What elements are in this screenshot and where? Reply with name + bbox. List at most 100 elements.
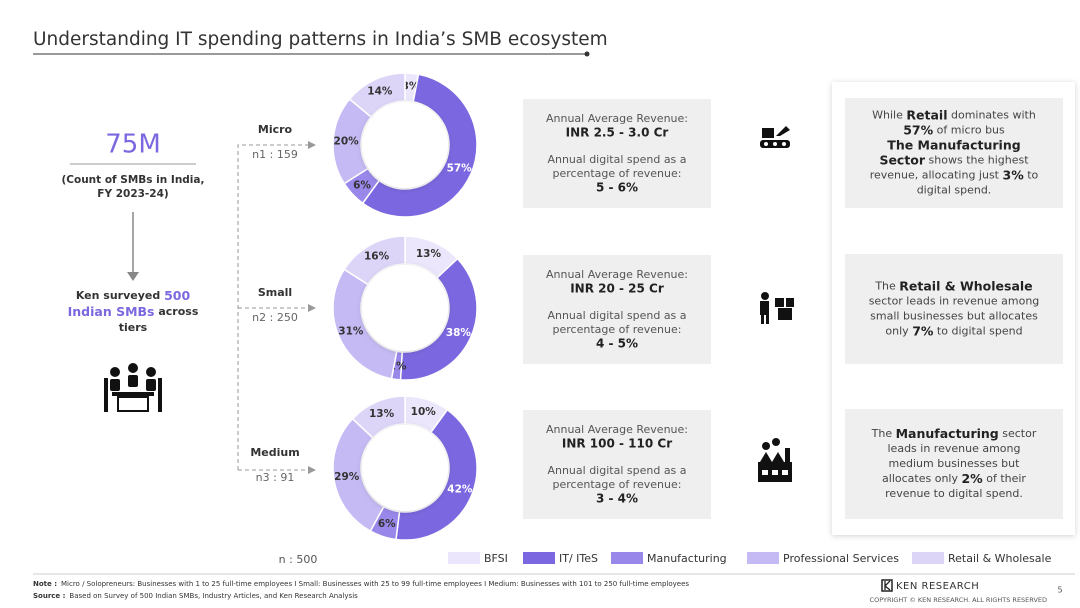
insight-box xyxy=(845,409,1063,519)
legend-label: Retail & Wholesale xyxy=(948,552,1052,565)
insight-box xyxy=(845,254,1063,364)
text-line: leads in revenue among xyxy=(888,442,1021,455)
donut-segment xyxy=(395,408,478,541)
segment-label: 20% xyxy=(334,135,360,147)
segment-label: 6% xyxy=(353,179,371,191)
text-part: shows the highest xyxy=(925,154,1029,167)
note-text: Micro / Solopreneurs: Businesses with 1 … xyxy=(61,580,689,588)
brand: KEN RESEARCH xyxy=(896,581,979,592)
segment-label: 14% xyxy=(367,86,393,98)
donut-segment xyxy=(399,257,478,381)
copyright: COPYRIGHT © KEN RESEARCH. ALL RIGHTS RES… xyxy=(870,596,1047,604)
donut-segment xyxy=(343,235,406,286)
legend-swatch xyxy=(448,552,480,564)
text-part: sector xyxy=(999,427,1037,440)
donut-segment xyxy=(348,72,406,119)
segment-label: 57% xyxy=(447,162,473,174)
text-part: revenue, allocating just xyxy=(870,169,1003,182)
donut-hole xyxy=(362,102,448,188)
insight-box xyxy=(845,98,1063,208)
source-label: Source : xyxy=(33,592,66,600)
donut-hole xyxy=(362,265,448,351)
text-emphasis: Manufacturing xyxy=(896,426,999,441)
segment-label: 13% xyxy=(369,408,395,420)
text-emphasis: 7% xyxy=(912,323,934,338)
text-line: Indian SMBs across xyxy=(68,304,199,319)
text-line: 57% of micro bus xyxy=(903,122,1005,137)
text-line: While Retail dominates with xyxy=(872,107,1036,122)
total-caption: FY 2023-24) xyxy=(97,188,168,200)
text-line: allocates only 2% of their xyxy=(882,471,1026,486)
tier-sample: n3 : 91 xyxy=(256,471,295,484)
brand-logo xyxy=(881,579,893,592)
text-emphasis: 500 xyxy=(164,288,190,303)
text-part: of micro bus xyxy=(933,124,1005,137)
text-part: The xyxy=(871,427,896,440)
page-number: 5 xyxy=(1057,586,1062,595)
text-line: revenue to digital spend. xyxy=(885,487,1023,500)
tier-name: Medium xyxy=(250,446,299,459)
revenue-box xyxy=(523,255,711,364)
text-emphasis: Sector xyxy=(879,152,925,167)
text-part: small businesses but allocates xyxy=(870,310,1038,323)
tier-name: Micro xyxy=(258,123,293,136)
revenue-label: Annual Average Revenue: xyxy=(546,268,688,281)
revenue-label: Annual Average Revenue: xyxy=(546,423,688,436)
note-label: Note : xyxy=(33,580,57,588)
text-part: tiers xyxy=(119,321,148,334)
text-line: Sector shows the highest xyxy=(879,152,1029,167)
segment-label: 6% xyxy=(378,518,396,530)
connector-arrows xyxy=(308,141,316,474)
spend-label: Annual digital spend as a xyxy=(547,153,686,166)
legend-swatch xyxy=(611,552,643,564)
revenue-box xyxy=(523,99,711,208)
spend-label: percentage of revenue: xyxy=(553,478,682,491)
spend-label: Annual digital spend as a xyxy=(547,309,686,322)
legend-swatch xyxy=(523,552,555,564)
text-part: sector leads in revenue among xyxy=(869,295,1040,308)
segment-label: 10% xyxy=(411,406,437,418)
text-part: of their xyxy=(983,472,1027,485)
total-sample: n : 500 xyxy=(279,553,318,566)
legend-label: Professional Services xyxy=(783,552,899,565)
revenue-value: INR 2.5 - 3.0 Cr xyxy=(566,126,669,140)
spend-value: 4 - 5% xyxy=(596,337,638,351)
text-emphasis: The Manufacturing xyxy=(887,137,1020,152)
legend-label: IT/ ITeS xyxy=(559,552,598,565)
segment-label: 31% xyxy=(338,325,364,337)
tier-sample: n1 : 159 xyxy=(252,148,298,161)
legend-swatch xyxy=(747,552,779,564)
text-part: digital spend. xyxy=(917,184,992,197)
donut-hole xyxy=(362,425,448,511)
source-text: Based on Survey of 500 Indian SMBs, Indu… xyxy=(69,592,358,600)
spend-label: percentage of revenue: xyxy=(553,167,682,180)
legend-label: BFSI xyxy=(484,552,508,565)
total-caption: (Count of SMBs in India, xyxy=(61,174,204,186)
sector-icons xyxy=(758,126,794,482)
text-part: allocates only xyxy=(882,472,961,485)
slide-title: Understanding IT spending patterns in In… xyxy=(33,29,608,50)
text-line: sector leads in revenue among xyxy=(869,295,1040,308)
text-emphasis: 57% xyxy=(903,122,933,137)
footer-note: Note : Micro / Solopreneurs: Businesses w… xyxy=(33,580,689,588)
connectors xyxy=(237,144,308,471)
text-line: The Manufacturing xyxy=(887,137,1020,152)
arrow-head xyxy=(127,272,139,281)
segment-label: 29% xyxy=(334,471,360,483)
segment-label: 42% xyxy=(447,484,473,496)
text-part: dominates with xyxy=(947,109,1035,122)
text-line: The Manufacturing sector xyxy=(871,426,1037,441)
footer-source: Source : Based on Survey of 500 Indian SM… xyxy=(33,592,358,600)
text-emphasis: Retail & Wholesale xyxy=(899,278,1032,293)
total-smbs: 75M xyxy=(105,130,161,160)
donut-segment xyxy=(361,73,478,218)
text-emphasis: 2% xyxy=(961,471,983,486)
title-dot xyxy=(584,51,590,57)
spend-value: 3 - 4% xyxy=(596,492,638,506)
legend-swatch xyxy=(912,552,944,564)
text-part: revenue to digital spend. xyxy=(885,487,1023,500)
text-line: small businesses but allocates xyxy=(870,310,1038,323)
spend-label: Annual digital spend as a xyxy=(547,464,686,477)
